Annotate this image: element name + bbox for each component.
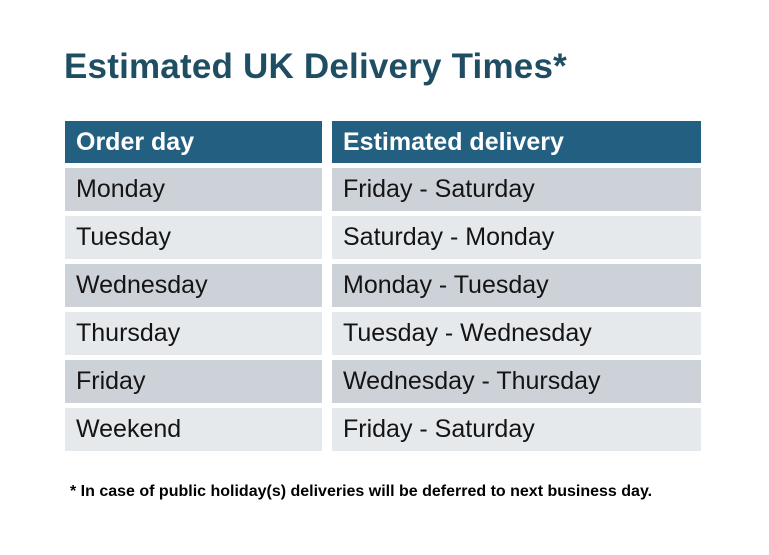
column-header-order-day: Order day: [65, 121, 322, 163]
delivery-times-table: Order day Estimated delivery Monday Frid…: [65, 121, 701, 451]
table-cell-order-day: Friday: [65, 360, 322, 403]
footnote: * In case of public holiday(s) deliverie…: [70, 483, 653, 500]
table-cell-estimated-delivery: Wednesday - Thursday: [332, 360, 701, 403]
table-cell-estimated-delivery: Tuesday - Wednesday: [332, 312, 701, 355]
table-cell-order-day: Tuesday: [65, 216, 322, 259]
table-cell-order-day: Monday: [65, 168, 322, 211]
table-cell-estimated-delivery: Monday - Tuesday: [332, 264, 701, 307]
table-cell-order-day: Thursday: [65, 312, 322, 355]
column-header-estimated-delivery: Estimated delivery: [332, 121, 701, 163]
table-cell-order-day: Weekend: [65, 408, 322, 451]
table-cell-order-day: Wednesday: [65, 264, 322, 307]
table-cell-estimated-delivery: Friday - Saturday: [332, 168, 701, 211]
table-cell-estimated-delivery: Friday - Saturday: [332, 408, 701, 451]
table-cell-estimated-delivery: Saturday - Monday: [332, 216, 701, 259]
page-title: Estimated UK Delivery Times*: [64, 47, 567, 86]
